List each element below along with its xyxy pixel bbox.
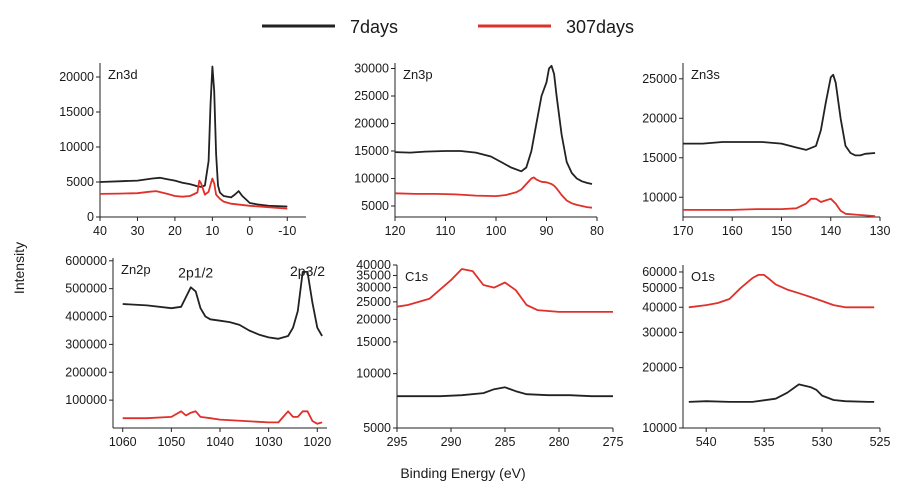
y-tick-label: 50000 <box>642 281 677 295</box>
series-line-307days-c1s <box>396 268 613 313</box>
x-tick-label: 540 <box>696 435 717 449</box>
x-tick-label: 80 <box>590 224 604 238</box>
x-tick-label: 285 <box>495 435 516 449</box>
y-tick-label: 10000 <box>642 190 677 204</box>
y-tick-label: 20000 <box>59 70 94 84</box>
panel-zn3s: 170 160 150 140 130 10000 15000 20000 25000 Zn3s <box>642 63 890 238</box>
x-tick-label: -10 <box>278 224 296 238</box>
panel-zn3d: 40 30 20 10 0 -10 0 5000 10000 15000 20000 Zn3d <box>59 63 306 238</box>
x-tick-label: 20 <box>168 224 182 238</box>
series-line-307days-zn2p <box>122 410 323 425</box>
y-tick-label: 100000 <box>65 393 107 407</box>
x-tick-label: 130 <box>870 224 891 238</box>
x-axis-label: Binding Energy (eV) <box>400 465 525 481</box>
panel-title-zn2p: Zn2p <box>121 262 151 277</box>
legend-label-307days: 307days <box>566 17 634 37</box>
x-tick-label: 110 <box>436 224 456 238</box>
y-tick-label: 10000 <box>642 421 677 435</box>
panel-title-c1s: C1s <box>405 269 429 284</box>
y-tick-label: 400000 <box>65 310 107 324</box>
y-tick-label: 20000 <box>354 117 389 131</box>
y-tick-label: 15000 <box>59 105 94 119</box>
x-tick-label: 30 <box>131 224 145 238</box>
series-line-307days-zn3s <box>683 197 876 218</box>
x-tick-label: 295 <box>387 435 408 449</box>
y-tick-label: 5000 <box>66 175 94 189</box>
series-line-7days-zn3s <box>683 73 876 157</box>
x-tick-label: 1030 <box>255 435 283 449</box>
y-tick-label: 500000 <box>65 282 107 296</box>
y-tick-label: 10000 <box>59 140 94 154</box>
x-tick-label: 10 <box>205 224 219 238</box>
x-tick-label: 160 <box>722 224 743 238</box>
y-tick-label: 25000 <box>354 89 389 103</box>
y-tick-label: 40000 <box>356 258 391 272</box>
x-tick-label: 290 <box>441 435 462 449</box>
y-tick-label: 20000 <box>642 111 677 125</box>
panel-title-zn3p: Zn3p <box>403 67 433 82</box>
y-tick-label: 600000 <box>65 254 107 268</box>
panel-c1s: 295 290 285 280 2755000100001500020000250003… <box>356 258 623 449</box>
y-tick-label: 30000 <box>354 62 389 76</box>
y-tick-label: 25000 <box>356 295 391 309</box>
y-tick-label: 300000 <box>65 337 107 351</box>
x-tick-label: 90 <box>540 224 554 238</box>
x-tick-label: 1050 <box>157 435 185 449</box>
x-tick-label: 1020 <box>303 435 331 449</box>
series-line-7days-zn3d <box>99 65 288 208</box>
x-tick-label: 1040 <box>206 435 234 449</box>
x-tick-label: 140 <box>820 224 841 238</box>
panel-zn2p: 1060 1050 1040 1030 1020 100000 200000 300000 40… <box>65 254 331 449</box>
x-tick-label: 535 <box>754 435 775 449</box>
y-tick-label: 0 <box>87 210 94 224</box>
y-axis-label: Intensity <box>11 242 27 294</box>
panel-title-o1s: O1s <box>691 269 715 284</box>
x-tick-label: 40 <box>93 224 107 238</box>
x-tick-label: 530 <box>812 435 833 449</box>
legend: 7days 307days <box>262 17 634 37</box>
y-tick-label: 60000 <box>642 265 677 279</box>
y-tick-label: 35000 <box>356 268 391 282</box>
y-tick-label: 25000 <box>642 72 677 86</box>
series-line-7days-c1s <box>397 386 613 398</box>
y-tick-label: 20000 <box>356 312 391 326</box>
y-tick-label: 10000 <box>354 172 389 186</box>
x-tick-label: 1060 <box>109 435 137 449</box>
x-tick-label: 150 <box>771 224 792 238</box>
y-tick-label: 20000 <box>642 361 677 375</box>
series-line-307days-zn3p <box>394 176 593 209</box>
series-line-307days-o1s <box>688 274 875 309</box>
y-tick-label: 5000 <box>361 199 389 213</box>
y-tick-label: 200000 <box>65 365 107 379</box>
series-line-7days-zn2p <box>122 271 323 340</box>
series-line-307days-zn3d <box>99 177 288 210</box>
x-tick-label: 275 <box>603 435 624 449</box>
y-tick-label: 40000 <box>642 300 677 314</box>
y-tick-label: 15000 <box>356 335 391 349</box>
series-line-7days-zn3p <box>394 64 593 185</box>
x-tick-label: 170 <box>673 224 694 238</box>
x-tick-label: 0 <box>246 224 253 238</box>
peak-annotation: 2p1/2 <box>178 265 213 281</box>
panel-o1s: 540 535 530 525 10000 20000 30000 40000 50000 600… <box>642 265 890 449</box>
y-tick-label: 5000 <box>363 421 391 435</box>
panel-zn3p: 120 110 100 90 80 5000 10000 15000 20000 25000 300… <box>354 62 604 239</box>
y-tick-label: 30000 <box>642 325 677 339</box>
y-tick-label: 10000 <box>356 367 391 381</box>
y-tick-label: 30000 <box>356 281 391 295</box>
legend-label-7days: 7days <box>350 17 398 37</box>
y-tick-label: 15000 <box>642 151 677 165</box>
x-tick-label: 120 <box>385 224 406 238</box>
x-tick-label: 100 <box>486 224 507 238</box>
x-tick-label: 525 <box>870 435 891 449</box>
series-line-7days-o1s <box>688 383 875 403</box>
panel-title-zn3d: Zn3d <box>108 67 138 82</box>
y-tick-label: 15000 <box>354 144 389 158</box>
panel-title-zn3s: Zn3s <box>691 67 720 82</box>
x-tick-label: 280 <box>549 435 570 449</box>
